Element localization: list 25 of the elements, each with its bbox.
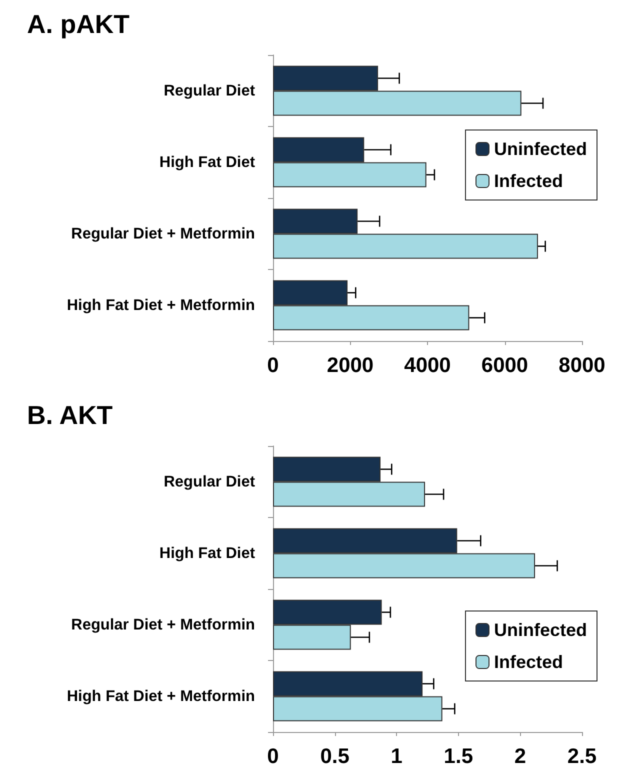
chart-title: A. pAKT xyxy=(27,9,130,39)
legend-label: Uninfected xyxy=(494,139,588,159)
y-tick-label: High Fat Diet xyxy=(159,544,255,562)
x-tick-label: 2.5 xyxy=(567,745,597,768)
y-tick-label: Regular Diet xyxy=(164,473,255,490)
x-tick-label: 6000 xyxy=(481,354,528,377)
chart-title: B. AKT xyxy=(27,400,113,430)
x-tick-label: 8000 xyxy=(558,354,606,377)
y-tick-label: Regular Diet + Metformin xyxy=(71,616,255,634)
y-tick-label: High Fat Diet xyxy=(159,154,255,171)
x-tick-label: 0 xyxy=(267,745,279,768)
x-tick-label: 0.5 xyxy=(320,745,350,768)
y-tick-label: High Fat Diet + Metformin xyxy=(66,296,255,314)
x-tick-label: 0 xyxy=(267,354,279,377)
y-tick-label: Regular Diet xyxy=(164,82,255,100)
legend-label: Uninfected xyxy=(494,620,588,640)
y-tick-label: High Fat Diet + Metformin xyxy=(66,688,255,705)
x-tick-label: 1 xyxy=(390,745,403,768)
x-tick-label: 2000 xyxy=(326,354,374,377)
x-tick-label: 2 xyxy=(514,745,526,768)
y-tick-label: Regular Diet + Metformin xyxy=(71,225,255,242)
x-tick-label: 4000 xyxy=(404,354,451,377)
legend-label: Infected xyxy=(494,652,564,672)
x-tick-label: 1.5 xyxy=(444,745,474,768)
legend-label: Infected xyxy=(494,171,564,191)
